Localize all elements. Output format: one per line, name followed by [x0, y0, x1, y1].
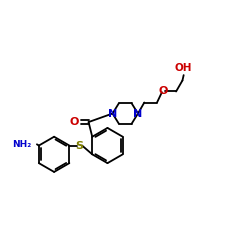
- Text: N: N: [133, 108, 142, 118]
- Text: N: N: [108, 108, 117, 118]
- Text: O: O: [159, 86, 168, 97]
- Text: NH₂: NH₂: [12, 140, 32, 149]
- Text: O: O: [70, 117, 79, 127]
- Text: OH: OH: [175, 63, 192, 73]
- Text: S: S: [76, 140, 84, 150]
